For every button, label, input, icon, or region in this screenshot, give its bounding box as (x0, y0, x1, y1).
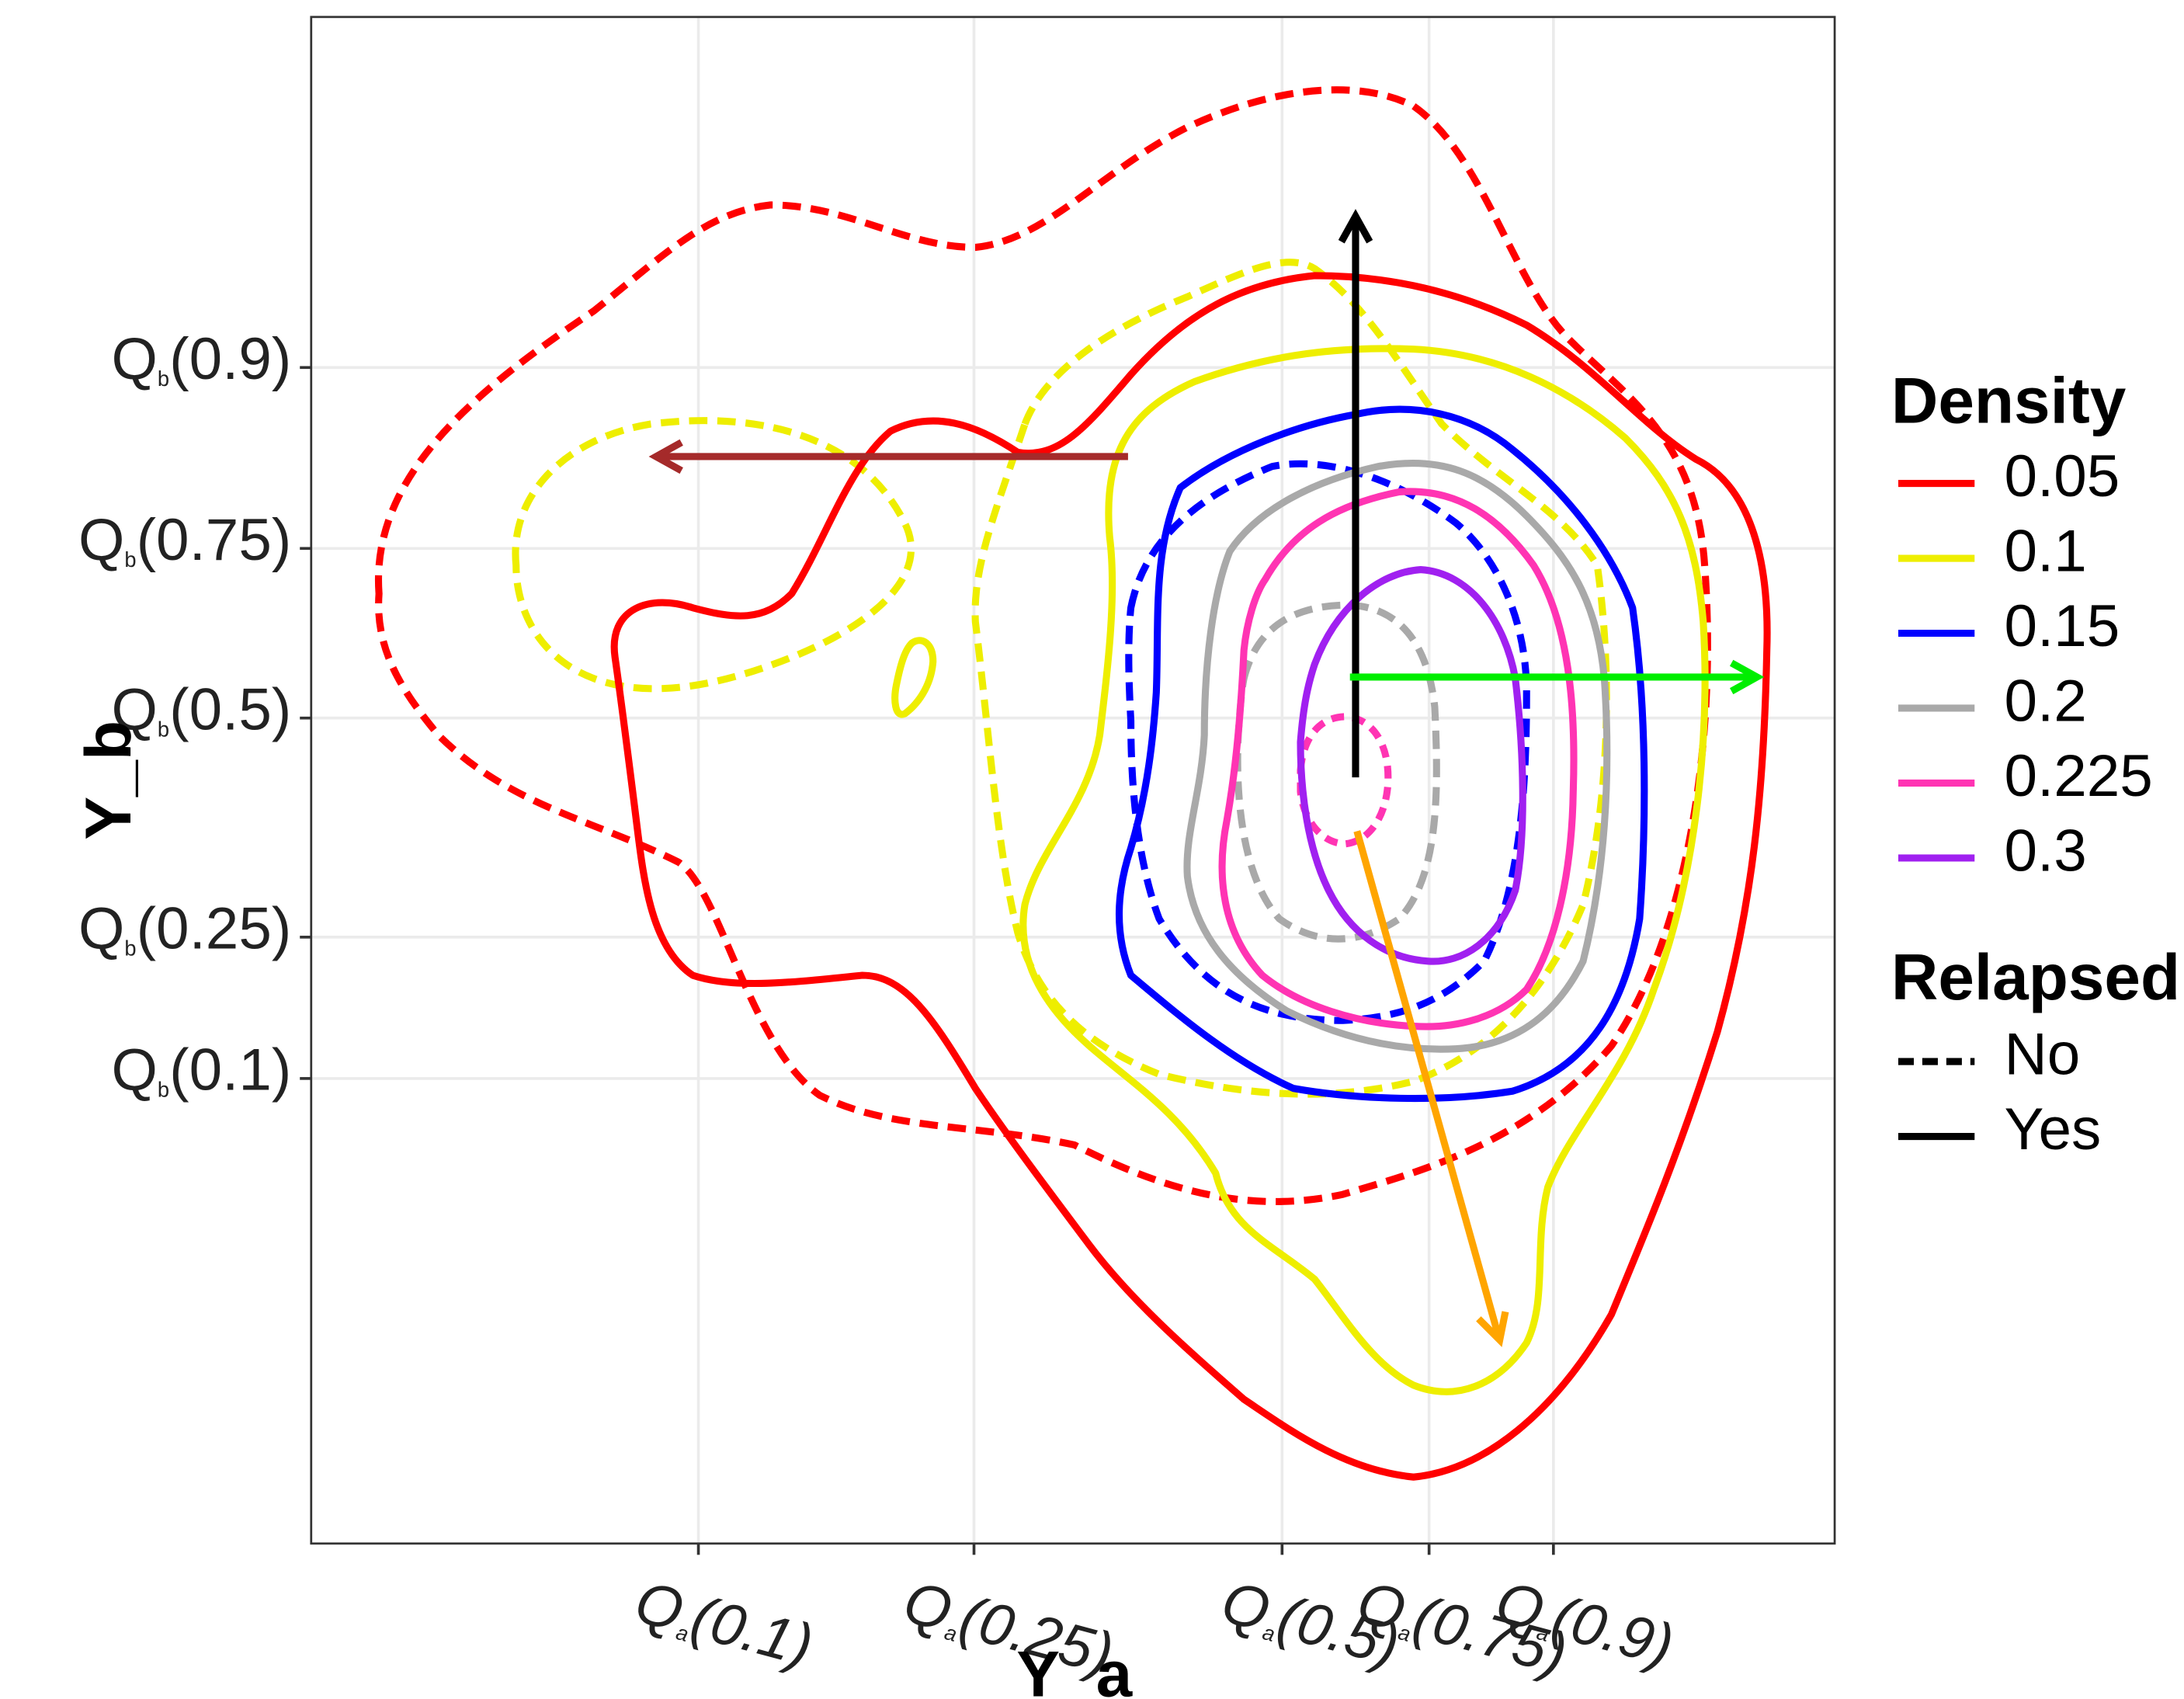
legend-label-0.15: 0.15 (2005, 593, 2120, 659)
legend-density-item-0.2: 0.2 (1898, 668, 2087, 734)
arrows (648, 209, 1765, 1347)
x-tick-labels: Qa(0.1) Qa(0.25) Qa(0.5) Qa(0.75) Qa(0.9… (629, 1569, 1680, 1687)
contour-0.3-yes (1297, 566, 1526, 965)
legend-label-0.05: 0.05 (2005, 443, 2120, 509)
arrow-brown-head (648, 439, 683, 474)
legend-density-item-0.225: 0.225 (1898, 743, 2153, 809)
legend-density-item-0.05: 0.05 (1898, 443, 2120, 509)
contour-0.05-no (374, 86, 1711, 1205)
contour-0.225-no (1297, 713, 1392, 848)
contour-0.2-yes (1183, 459, 1611, 1053)
y-tick-label-4: Qb(0.25) (78, 895, 291, 961)
arrow-green-head (1729, 659, 1765, 695)
contour-0.15-yes (1115, 405, 1648, 1103)
contour-0.1-no-2 (971, 259, 1610, 1098)
legend-density: Density 0.05 0.1 0.15 0.2 0.225 0.3 (1891, 363, 2153, 884)
y-tick-label-5: Qb(0.1) (111, 1037, 291, 1103)
contour-0.2-no (1234, 601, 1440, 943)
plot-panel-border (310, 16, 1836, 1545)
legend-label-no: No (2005, 1021, 2081, 1087)
legend-density-item-0.3: 0.3 (1898, 818, 2087, 884)
legend-label-0.2: 0.2 (2005, 668, 2087, 734)
contour-0.1-no-1 (512, 417, 915, 693)
y-axis-title: Y_b (71, 721, 144, 840)
legend-relapsed-item-no: No (1898, 1021, 2080, 1087)
arrow-orange-shaft (1353, 830, 1502, 1337)
y-tick-label-2: Qb(0.75) (78, 507, 291, 573)
contour-0.05-yes (610, 272, 1771, 1481)
x-axis-title: Y_a (1016, 1637, 1133, 1699)
y-axis-ticks (300, 366, 311, 1080)
legend-density-title: Density (1891, 363, 2127, 436)
legend-density-item-0.15: 0.15 (1898, 593, 2120, 659)
contour-0.1-yes-small (891, 637, 937, 718)
contour-0.1-yes (1019, 345, 1709, 1395)
legend-relapsed-title: Relapsed (1891, 940, 2180, 1013)
legend-relapsed: Relapsed No Yes (1891, 940, 2180, 1162)
arrow-green (1349, 659, 1765, 695)
x-axis-ticks (696, 1543, 1555, 1555)
legend-label-0.1: 0.1 (2005, 518, 2087, 584)
legend-density-item-0.1: 0.1 (1898, 518, 2087, 584)
y-tick-labels: Qb(0.9) Qb(0.75) Qb(0.5) Qb(0.25) Qb(0.1… (78, 326, 291, 1103)
contour-0.225-yes (1218, 488, 1578, 1030)
y-tick-label-1: Qb(0.9) (111, 326, 291, 392)
arrow-orange (1353, 830, 1509, 1347)
arrow-brown (648, 439, 1128, 474)
contour-lines (374, 86, 1771, 1481)
legend-label-0.225: 0.225 (2005, 743, 2153, 809)
arrow-orange-head (1476, 1311, 1509, 1347)
arrow-black-head (1338, 209, 1373, 244)
legend-label-yes: Yes (2005, 1096, 2102, 1162)
plot-panel-background (311, 16, 1835, 1544)
arrow-black (1338, 209, 1373, 778)
legend-relapsed-item-yes: Yes (1898, 1096, 2101, 1162)
legend-label-0.3: 0.3 (2005, 818, 2087, 884)
x-tick-label-1: Qa(0.1) (629, 1569, 820, 1679)
y-tick-label-3: Qb(0.5) (111, 676, 291, 742)
